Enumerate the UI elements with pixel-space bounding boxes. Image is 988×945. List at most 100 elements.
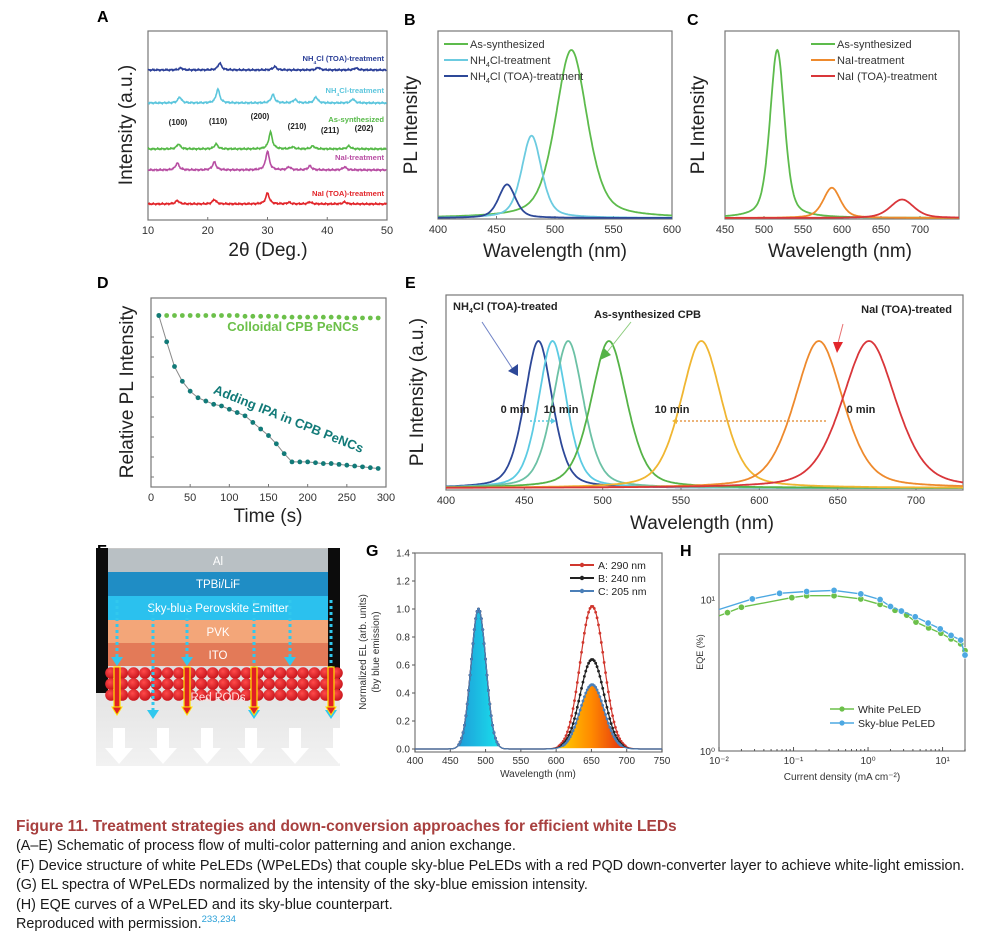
el-point (582, 674, 586, 678)
white-light-arrow-icon (281, 728, 309, 764)
x-tick-label: 550 (794, 224, 812, 236)
el-point (580, 703, 583, 707)
x-tick-label: 500 (477, 756, 494, 767)
y-tick-label: 10⁰ (700, 747, 715, 758)
el-point (578, 661, 582, 664)
pqd-dot (286, 689, 298, 701)
data-point (748, 595, 756, 603)
data-point (367, 465, 373, 471)
white-light-arrow-icon (237, 728, 265, 764)
el-point (581, 641, 585, 644)
annotation-0-rest: Cl (TOA)-treated (473, 301, 558, 313)
el-point (494, 736, 497, 740)
el-point (575, 717, 579, 721)
data-point (273, 313, 279, 319)
pqd-dot (173, 667, 185, 679)
layer-label: Red PQDs (191, 692, 246, 704)
el-point (495, 740, 499, 744)
x-tick-label: 500 (546, 224, 564, 236)
white-light-arrow-icon (149, 728, 177, 764)
annotation-5: 10 min (655, 404, 690, 416)
el-point (573, 717, 576, 721)
el-point (570, 714, 574, 718)
el-point (571, 729, 575, 733)
data-point (305, 459, 311, 465)
annotation-4-main: 10 min (544, 404, 579, 416)
caption-reproduced: Reproduced with permission.233,234 (16, 915, 984, 935)
el-point (574, 721, 578, 725)
annotation-4: 10 min (544, 404, 579, 416)
data-point (320, 461, 326, 466)
el-point (592, 607, 596, 610)
el-point (578, 708, 582, 712)
y-axis-label: PL Intensity (401, 75, 422, 174)
x-axis-label: Current density (mA cm⁻²) (784, 772, 900, 783)
el-line-0 (415, 605, 662, 750)
x-tick-label: 10¹ (935, 756, 950, 767)
red-emission-fill (556, 684, 627, 749)
data-point (273, 441, 279, 447)
y-tick-label: 0.2 (396, 717, 410, 728)
series-label: Adding IPA in CPB PeNCs (212, 382, 366, 456)
legend-label-main: As-synthesized (837, 39, 912, 51)
data-point (924, 619, 932, 627)
data-point (297, 314, 303, 320)
pqd-dot (286, 667, 298, 679)
data-point (375, 466, 381, 471)
data-point (219, 313, 224, 318)
arrow-down-icon (248, 706, 260, 716)
el-point (489, 714, 493, 718)
el-point (616, 734, 620, 738)
x-axis-label: Wavelength (nm) (768, 241, 912, 262)
pqd-dot (229, 689, 242, 701)
el-point (595, 665, 599, 669)
legend-label-main: NaI (TOA)-treatment (837, 71, 937, 83)
annotation-5-main: 10 min (655, 404, 690, 416)
red-emission-path (327, 666, 335, 708)
el-point (467, 688, 471, 692)
x-tick-label: 20 (202, 225, 214, 237)
el-point (575, 705, 579, 709)
data-point (313, 460, 318, 466)
pqd-dot (127, 667, 140, 679)
el-point (605, 705, 609, 709)
el-point (599, 699, 603, 703)
series-label: As-synthesized (328, 115, 384, 124)
y-axis-label: Normalized EL (arb. units) (358, 594, 369, 710)
pqd-dot (308, 689, 321, 701)
el-point (577, 699, 581, 703)
peak-label: (200) (251, 112, 270, 121)
data-point (936, 625, 944, 633)
el-point (571, 722, 575, 726)
caption-line-h: (H) EQE curves of a WPeLED and its sky-b… (16, 896, 393, 913)
data-point (367, 315, 373, 321)
series-label-sub: 4 (313, 60, 316, 66)
el-point (568, 720, 572, 724)
legend-label-main: As-synthesized (470, 39, 545, 51)
reference-links[interactable]: 233,234 (201, 914, 236, 926)
panel-label-a: A (97, 9, 109, 26)
x-tick-label: 400 (407, 756, 424, 767)
legend-label-sub: 4 (486, 77, 490, 85)
el-point (585, 688, 589, 692)
pqd-dot (297, 689, 309, 701)
red-emission-path (113, 666, 121, 708)
caption-repro-text: Reproduced with permission. (16, 916, 202, 933)
y-axis-label: EQE (%) (695, 634, 705, 670)
x-tick-label: 650 (828, 495, 846, 507)
data-point (328, 314, 334, 320)
pqd-dot (150, 667, 162, 679)
pqd-dot (240, 689, 253, 701)
x-tick-label: 700 (911, 224, 929, 236)
pqd-dot (274, 689, 287, 701)
pqd-dot (139, 689, 151, 701)
annotation-0: NH4Cl (TOA)-treated (453, 301, 558, 315)
legend-label: NH4Cl (TOA)-treatment (470, 71, 583, 85)
el-point (591, 605, 595, 608)
el-point (573, 699, 576, 703)
data-point (203, 398, 209, 404)
pqd-dot (229, 678, 242, 690)
series-label: NaI-treatment (335, 153, 384, 162)
chart-panel-e: 400 450 500 550 600 650 700 Wavelength (nm) PL I… (407, 294, 964, 534)
pqd-dot (218, 678, 230, 690)
